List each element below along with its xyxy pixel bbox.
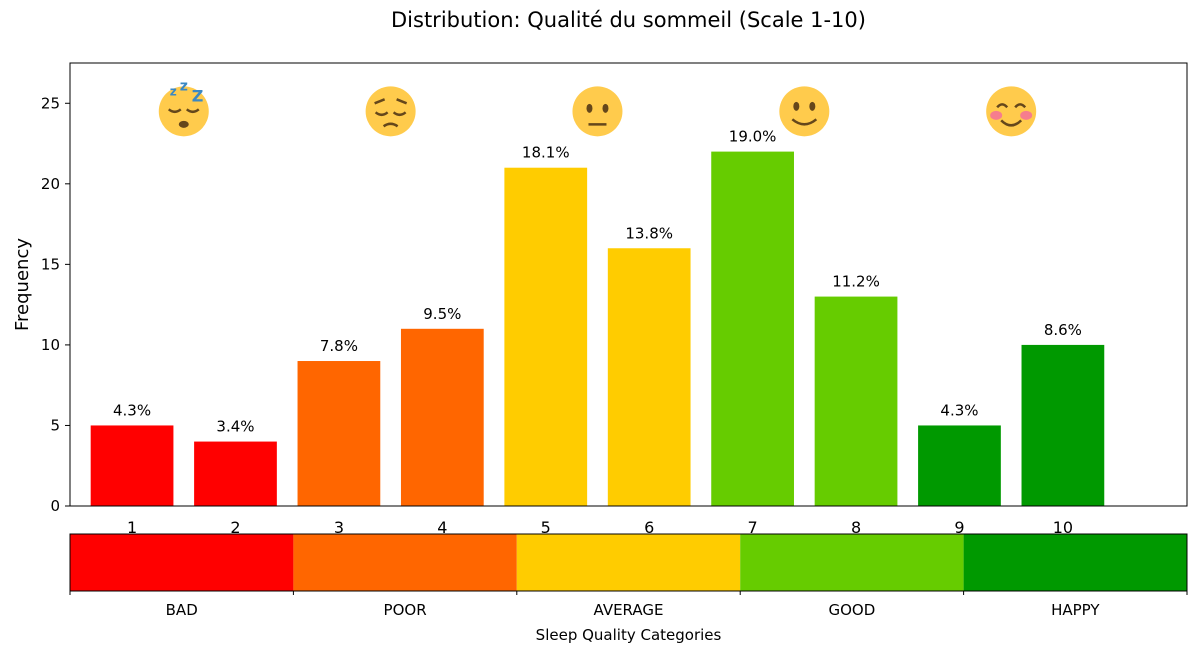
x-tick-label: 10: [1053, 518, 1073, 537]
y-tick-label: 10: [41, 336, 60, 354]
face-circle: [572, 86, 623, 137]
bar-percent-label: 18.1%: [522, 144, 570, 162]
category-color-bar: BAD POOR AVERAGE GOOD HAPPY Sleep Quality Cat…: [69, 533, 1188, 644]
category-segment-poor: [293, 534, 517, 591]
face-circle: [779, 86, 830, 137]
bar-percent-label: 4.3%: [940, 401, 978, 419]
bar-percent-label: 9.5%: [423, 305, 461, 323]
plot-frame: [69, 62, 1188, 507]
bar-1: [90, 425, 174, 506]
y-tick-label: 15: [41, 255, 60, 273]
closed-eye: [185, 108, 200, 114]
y-tick-label: 5: [50, 416, 60, 434]
x-tick-label: 7: [748, 518, 758, 537]
closed-eye: [392, 111, 407, 117]
mouth: [791, 118, 818, 126]
eyebrow: [374, 98, 386, 105]
bar-8: [814, 296, 898, 506]
y-tick-label: 20: [41, 175, 60, 193]
zzz-icon: z: [170, 84, 177, 98]
bar-percent-label: 11.2%: [832, 273, 880, 291]
smiling-blushing-face-icon: [986, 86, 1037, 137]
x-tick-label: 9: [954, 518, 964, 537]
y-tick-label: 25: [41, 94, 60, 112]
eye: [793, 101, 800, 111]
bar-6: [607, 248, 691, 506]
happy-eye: [996, 103, 1009, 109]
zzz-icon: z: [180, 78, 188, 94]
category-label: AVERAGE: [594, 601, 664, 619]
mouth: [178, 120, 189, 128]
cheek: [1020, 110, 1033, 120]
x-tick-label: 6: [644, 518, 654, 537]
mouth: [1000, 119, 1023, 127]
category-segment-average: [516, 534, 741, 591]
category-axis-label: Sleep Quality Categories: [536, 626, 722, 644]
category-segment-happy: [963, 534, 1187, 591]
bar-10: [1021, 344, 1105, 506]
pensive-face-icon: [365, 86, 416, 137]
eyebrow: [396, 98, 408, 105]
bar-4: [400, 328, 484, 506]
x-tick-label: 2: [230, 518, 240, 537]
zzz-icon: Z: [192, 86, 204, 105]
closed-eye: [167, 108, 182, 114]
bar-3: [297, 361, 381, 506]
bar-9: [918, 425, 1001, 506]
bar-7: [711, 151, 794, 506]
x-tick-label: 3: [334, 518, 344, 537]
bar-5: [504, 167, 588, 506]
category-label: BAD: [166, 601, 198, 619]
cheek: [990, 110, 1003, 120]
bar-percent-label: 13.8%: [625, 224, 673, 242]
eye: [809, 101, 816, 111]
face-circle: [986, 86, 1037, 137]
category-bar-frame: [69, 533, 1188, 592]
neutral-face-icon: [572, 86, 623, 137]
mouth: [382, 122, 399, 128]
happy-eye: [1014, 103, 1027, 109]
x-tick-label: 5: [541, 518, 551, 537]
main-plot-area: 4.3% 1 3.4% 2 7.8% 3 9.5% 4 18.1% 5 13.8% 6 19.0% 7 11…: [12, 62, 1188, 537]
y-tick-label: 0: [50, 497, 60, 515]
slightly-smiling-face-icon: [779, 86, 830, 137]
x-tick-label: 4: [437, 518, 447, 537]
y-axis-label: Frequency: [12, 238, 33, 331]
bar-percent-label: 19.0%: [729, 128, 777, 146]
x-tick-label: 8: [851, 518, 861, 537]
chart-title: Distribution: Qualité du sommeil (Scale …: [391, 8, 866, 32]
category-segment-bad: [70, 534, 294, 591]
category-label: POOR: [384, 601, 427, 619]
eye: [586, 103, 593, 113]
category-label: HAPPY: [1051, 601, 1100, 619]
closed-eye: [374, 111, 389, 117]
face-circle: [365, 86, 416, 137]
category-label: GOOD: [829, 601, 876, 619]
bar-2: [194, 441, 277, 506]
bar-percent-label: 3.4%: [216, 418, 254, 436]
bar-percent-label: 7.8%: [320, 337, 358, 355]
face-circle: [158, 86, 209, 137]
bar-percent-label: 4.3%: [113, 401, 151, 419]
category-segment-good: [740, 534, 964, 591]
bar-percent-label: 8.6%: [1044, 321, 1082, 339]
x-tick-label: 1: [127, 518, 137, 537]
eye: [602, 103, 609, 113]
